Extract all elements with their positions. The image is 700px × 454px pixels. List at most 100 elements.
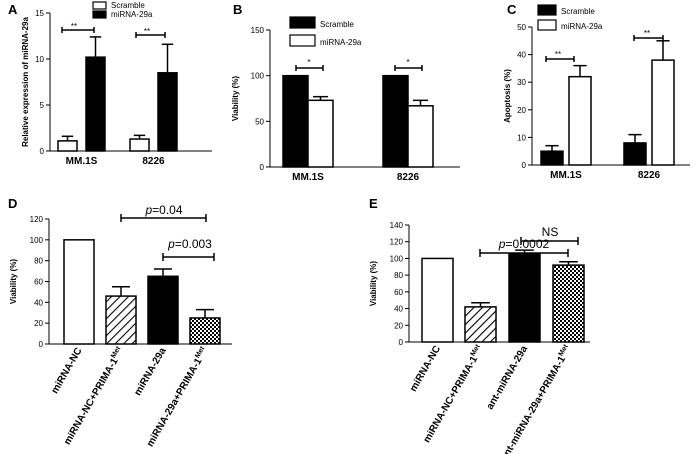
legend-label: Scramble [111,1,145,10]
y-tick-label: 100 [251,72,265,81]
panel-D: D 0 20 40 60 80 100 120 Viability (%) miRNA-NC miR… [8,196,232,449]
y-tick-label: 0 [522,161,527,170]
bar [147,275,179,345]
comparison-label-value: =0.0002 [505,237,549,251]
y-tick-label: 100 [390,254,404,263]
y-tick-label: 50 [255,117,264,126]
y-tick-label: 50 [517,23,526,32]
x-tick-label: 8226 [397,172,420,183]
significance-label: ** [555,50,561,59]
y-axis-label: Viability (%) [369,261,378,307]
x-tick-label-superscript: Met [470,343,482,358]
y-tick-label: 0 [260,163,265,172]
bar [651,59,675,166]
y-tick-label: 60 [34,278,43,287]
panel-label: B [233,2,242,17]
panel-C: C 0 10 20 30 40 50 Apoptosis (%) MM.1S 8226 ** ** Sc… [503,2,690,181]
comparison-label: p=0.0002 [498,237,550,251]
x-tick-label: MM.1S [66,156,98,167]
panel-B: B 0 50 100 150 Viability (%) MM.1S 8226 * * Scramb… [231,2,460,183]
bar [568,75,592,166]
legend-label: miRNA-29a [111,10,153,19]
y-tick-label: 40 [394,305,403,314]
significance-label: * [406,58,409,67]
significance-label: ** [644,29,650,38]
significance-label: * [307,58,310,67]
comparison-label: NS [542,225,559,239]
x-tick-label: MM.1S [550,170,582,181]
x-tick-label: miRNA-NC [408,344,443,394]
bar [105,295,137,345]
panel-label: C [507,2,517,17]
legend-label: miRNA-29a [320,38,362,47]
panel-label: A [8,2,18,17]
comparison-label-p: p [167,237,175,251]
y-tick-label: 15 [35,9,44,18]
y-tick-label: 80 [394,271,403,280]
bar [157,72,178,152]
y-tick-label: 40 [34,298,43,307]
x-tick-label-superscript: Met [194,345,206,360]
x-tick-label: ant-miRNA-29a [485,344,531,412]
y-tick-label: 0 [40,147,45,156]
bar [307,99,334,168]
significance-label: ** [71,22,77,31]
y-tick-label: 10 [35,55,44,64]
comparison-label-p: p [144,203,152,217]
y-tick-label: 40 [517,51,526,60]
y-tick-label: 20 [34,319,43,328]
legend-swatch [537,19,557,31]
y-tick-label: 5 [40,101,45,110]
y-axis-label: Relative expression of miRNA-29a [21,17,30,147]
bar [282,74,309,168]
legend-swatch [289,16,316,29]
panel-A: A 0 5 10 15 Relative expression of miRNA-29a M… [8,1,212,167]
y-tick-label: 150 [251,26,265,35]
comparison-label: p=0.003 [167,237,212,251]
bar [189,317,221,345]
bar [85,56,106,152]
y-tick-label: 0 [399,338,404,347]
y-tick-label: 0 [39,340,44,349]
significance-label: ** [144,27,150,36]
bar [57,140,78,152]
y-tick-label: 140 [390,221,404,230]
x-tick-label-main: miRNA-NC [50,346,85,396]
legend-swatch [537,4,557,16]
x-tick-label: ant-miRNA-29a+PRIMA-1Met [498,343,574,454]
bar [382,74,409,168]
bar [63,239,95,345]
y-tick-label: 80 [34,257,43,266]
comparison-label-p: p [498,237,506,251]
x-tick-label-main: miRNA-NC [408,344,443,394]
comparison-label: p=0.04 [144,203,182,217]
y-tick-label: 60 [394,288,403,297]
comparison-label-value: =0.003 [175,237,212,251]
legend-label: Scramble [320,20,354,29]
y-tick-label: 30 [517,78,526,87]
x-tick-label-main: miRNA-29a [132,346,168,398]
comparison-label-value: =0.04 [152,203,183,217]
x-tick-label: 8226 [142,156,165,167]
x-tick-label-superscript: Met [558,343,570,358]
legend-swatch [92,1,107,10]
y-tick-label: 20 [394,321,403,330]
panel-E: E 0 20 40 60 80 100 120 140 Viability (%) miRNA-NC… [369,196,590,454]
y-axis-label: Viability (%) [9,259,18,305]
x-tick-label-main: ant-miRNA-29a [485,344,531,412]
bar [129,138,150,152]
y-tick-label: 100 [30,236,44,245]
legend-label: miRNA-29a [561,22,603,31]
y-tick-label: 10 [517,133,526,142]
x-tick-label: 8226 [638,170,661,181]
y-tick-label: 120 [390,238,404,247]
panel-label: D [8,196,17,211]
bar [623,142,647,166]
y-tick-label: 120 [30,215,44,224]
bar [508,252,541,343]
x-tick-label: MM.1S [292,172,324,183]
x-tick-label-superscript: Met [110,345,122,360]
y-axis-label: Apoptosis (%) [503,69,512,123]
bar [407,105,434,168]
